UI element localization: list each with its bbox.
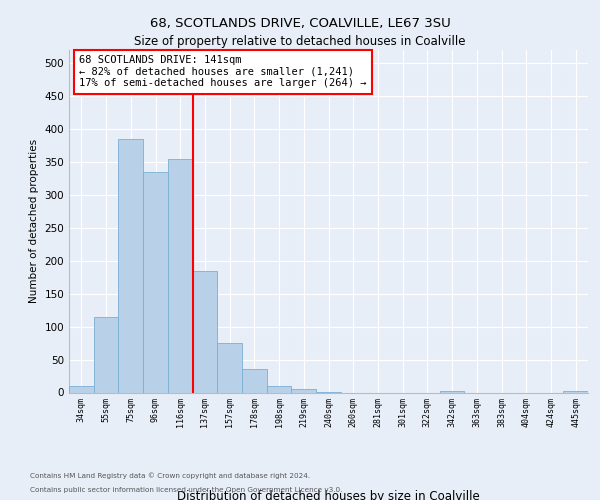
- Bar: [242, 370, 267, 392]
- Bar: [217, 343, 242, 392]
- Text: Size of property relative to detached houses in Coalville: Size of property relative to detached ho…: [134, 35, 466, 48]
- Bar: [440, 391, 464, 392]
- Text: 68, SCOTLANDS DRIVE, COALVILLE, LE67 3SU: 68, SCOTLANDS DRIVE, COALVILLE, LE67 3SU: [149, 18, 451, 30]
- Bar: [563, 391, 588, 392]
- Bar: [94, 317, 118, 392]
- Y-axis label: Number of detached properties: Number of detached properties: [29, 139, 39, 304]
- Bar: [118, 139, 143, 392]
- Text: Contains HM Land Registry data © Crown copyright and database right 2024.: Contains HM Land Registry data © Crown c…: [30, 472, 310, 479]
- Bar: [143, 172, 168, 392]
- Text: 68 SCOTLANDS DRIVE: 141sqm
← 82% of detached houses are smaller (1,241)
17% of s: 68 SCOTLANDS DRIVE: 141sqm ← 82% of deta…: [79, 55, 367, 88]
- Bar: [69, 386, 94, 392]
- Bar: [292, 389, 316, 392]
- Text: Contains public sector information licensed under the Open Government Licence v3: Contains public sector information licen…: [30, 487, 343, 493]
- X-axis label: Distribution of detached houses by size in Coalville: Distribution of detached houses by size …: [177, 490, 480, 500]
- Bar: [193, 270, 217, 392]
- Bar: [267, 386, 292, 392]
- Bar: [168, 158, 193, 392]
